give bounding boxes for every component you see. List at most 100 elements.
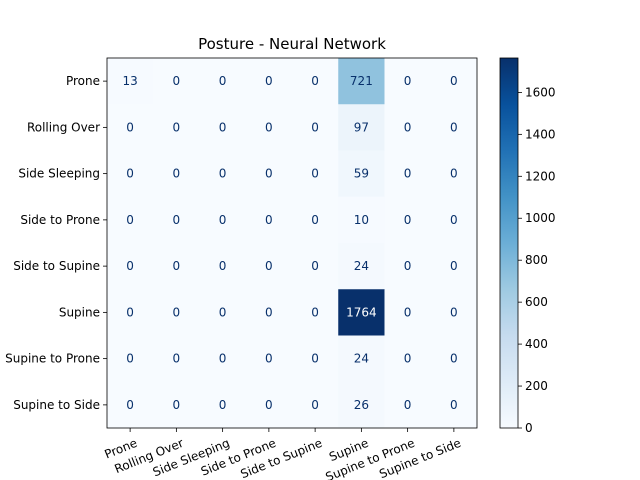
colorbar-tick-label: 200	[525, 379, 548, 393]
heatmap-cell	[245, 289, 293, 336]
cell-value-label: 0	[450, 305, 458, 319]
heatmap-cell	[199, 104, 247, 151]
heatmap-cell	[338, 381, 385, 429]
cell-value-label: 0	[450, 398, 458, 412]
cell-value-label: 0	[311, 213, 319, 227]
cell-value-label: 0	[173, 305, 181, 319]
y-tick-label: Prone	[66, 74, 100, 88]
cell-value-label: 0	[173, 74, 181, 88]
heatmap-cell	[199, 58, 247, 105]
cell-value-label: 24	[354, 352, 369, 366]
colorbar-gradient	[500, 58, 518, 428]
heatmap-cell	[153, 335, 200, 383]
heatmap-cell	[199, 335, 247, 383]
cell-value-label: 0	[173, 352, 181, 366]
cell-value-label: 0	[173, 259, 181, 273]
cell-value-label: 0	[404, 398, 412, 412]
plot-frame	[106, 57, 478, 429]
heatmap-cell	[107, 289, 154, 336]
cell-value-label: 0	[219, 352, 227, 366]
heatmap-cell	[430, 104, 478, 151]
heatmap-cells: 13 0 0 0 0 721 0 0 0 0 0 0 0 97 0 0 0 0 0 0 0 59 0 0 0 0 0 0 0 10 0 0 0 0…	[107, 58, 478, 429]
heatmap-cell	[292, 381, 339, 429]
cell-value-label: 0	[219, 305, 227, 319]
cell-value-label: 0	[126, 352, 134, 366]
cell-value-label: 1764	[346, 305, 377, 319]
y-axis: Prone Rolling Over Side Sleeping Side to Pr…	[5, 74, 107, 412]
cell-value-label: 0	[404, 259, 412, 273]
cell-value-label: 0	[173, 120, 181, 134]
cell-value-label: 0	[265, 167, 273, 181]
y-tick-label: Side to Prone	[20, 213, 100, 227]
heatmap-cell	[107, 243, 154, 290]
heatmap-cell	[384, 289, 432, 336]
cell-value-label: 26	[354, 398, 369, 412]
heatmap-cell	[292, 104, 339, 151]
heatmap-cell	[153, 104, 200, 151]
heatmap-cell	[153, 289, 200, 336]
heatmap-cell	[384, 104, 432, 151]
cell-value-label: 13	[122, 74, 137, 88]
heatmap-cell	[199, 150, 247, 198]
cell-value-label: 0	[311, 305, 319, 319]
colorbar-tick-label: 600	[525, 295, 548, 309]
heatmap-cell	[292, 196, 339, 244]
heatmap-cell	[338, 335, 385, 383]
colorbar-tick-label: 0	[525, 421, 533, 435]
heatmap-cell	[384, 196, 432, 244]
colorbar: 0 200 400 600 800 1000 1200 1400 1600	[499, 57, 556, 435]
cell-value-label: 0	[450, 167, 458, 181]
cell-value-label: 0	[265, 213, 273, 227]
cell-value-label: 0	[126, 167, 134, 181]
heatmap-cell	[245, 150, 293, 198]
cell-value-label: 10	[354, 213, 369, 227]
cell-value-label: 0	[404, 213, 412, 227]
heatmap-cell	[384, 243, 432, 290]
heatmap-cell	[107, 150, 154, 198]
cell-value-label: 0	[265, 259, 273, 273]
colorbar-tick-label: 1600	[525, 85, 556, 99]
heatmap-cell	[107, 104, 154, 151]
cell-value-label: 0	[126, 305, 134, 319]
cell-value-label: 0	[265, 305, 273, 319]
cell-value-label: 0	[404, 352, 412, 366]
heatmap-cell	[292, 58, 339, 105]
cell-value-label: 0	[219, 213, 227, 227]
cell-value-label: 0	[265, 352, 273, 366]
cell-value-label: 0	[126, 259, 134, 273]
cell-value-label: 0	[450, 74, 458, 88]
heatmap-cell	[153, 243, 200, 290]
cell-value-label: 0	[126, 213, 134, 227]
heatmap-cell	[338, 104, 385, 151]
heatmap-cell	[430, 381, 478, 429]
colorbar-tick-label: 1000	[525, 211, 556, 225]
heatmap-cell	[245, 381, 293, 429]
heatmap-cell	[430, 58, 478, 105]
colorbar-frame	[499, 57, 519, 429]
cell-value-label: 59	[354, 167, 369, 181]
heatmap-cell	[338, 243, 385, 290]
colorbar-tick-label: 1200	[525, 169, 556, 183]
heatmap-cell	[384, 381, 432, 429]
heatmap-cell	[430, 243, 478, 290]
cell-value-label: 0	[219, 259, 227, 273]
cell-value-label: 0	[450, 213, 458, 227]
y-tick-label: Side Sleeping	[18, 167, 100, 181]
heatmap-cell	[292, 150, 339, 198]
cell-value-label: 0	[404, 74, 412, 88]
cell-value-label: 0	[219, 167, 227, 181]
heatmap-cell	[384, 150, 432, 198]
heatmap-cell	[338, 196, 385, 244]
y-tick-label: Supine to Prone	[5, 352, 100, 366]
y-tick-label: Rolling Over	[27, 120, 100, 134]
heatmap-cell	[107, 58, 154, 105]
heatmap-cell	[292, 289, 339, 336]
cell-value-label: 0	[450, 120, 458, 134]
heatmap-cell	[245, 243, 293, 290]
heatmap-cell	[107, 196, 154, 244]
cell-value-label: 0	[219, 74, 227, 88]
heatmap-cell	[338, 289, 385, 336]
cell-value-label: 721	[350, 74, 373, 88]
cell-value-label: 0	[173, 167, 181, 181]
cell-value-label: 0	[265, 74, 273, 88]
